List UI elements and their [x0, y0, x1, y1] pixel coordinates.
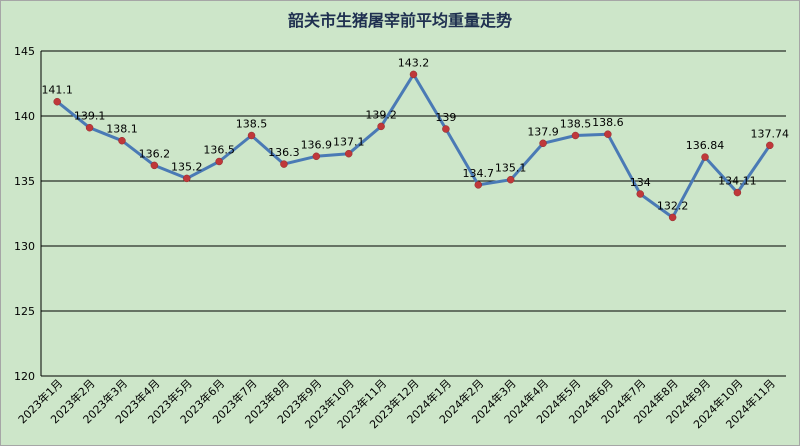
data-point — [506, 175, 515, 184]
data-label: 136.2 — [139, 147, 171, 160]
data-point — [85, 123, 94, 132]
data-label: 139 — [435, 111, 456, 124]
data-point — [215, 157, 223, 166]
gridlines — [41, 50, 786, 312]
data-label: 134.11 — [718, 175, 757, 188]
data-point — [150, 161, 159, 170]
y-axis-ticks: 120 125 130 135 140 145 — [14, 45, 35, 383]
x-axis-ticks: 2023年1月2023年2月2023年3月2023年4月2023年5月2023年… — [15, 376, 778, 431]
data-point — [766, 141, 774, 150]
data-point — [571, 131, 580, 140]
data-point — [312, 152, 321, 161]
data-point — [409, 70, 418, 79]
data-label: 137.9 — [527, 125, 559, 138]
data-label: 134 — [630, 176, 651, 189]
data-label: 134.7 — [463, 167, 495, 180]
data-label: 138.6 — [592, 116, 624, 129]
data-point — [247, 131, 256, 140]
chart-title: 韶关市生猪屠宰前平均重量走势 — [288, 11, 512, 30]
data-point — [668, 213, 677, 222]
data-label: 138.5 — [560, 118, 592, 131]
data-point — [183, 174, 191, 183]
y-tick-label: 135 — [14, 175, 35, 188]
data-point — [474, 181, 483, 189]
data-label: 132.2 — [657, 199, 689, 212]
data-point — [377, 122, 385, 131]
data-label: 136.84 — [686, 139, 725, 152]
data-label: 136.5 — [203, 144, 235, 157]
data-point — [636, 190, 644, 198]
data-label: 136.3 — [268, 146, 300, 159]
y-tick-label: 125 — [14, 305, 35, 318]
data-label: 136.9 — [301, 138, 333, 151]
data-point — [280, 160, 288, 168]
data-label: 135.1 — [495, 162, 527, 175]
data-label: 141.1 — [41, 84, 73, 97]
series — [53, 70, 774, 222]
data-point — [344, 149, 353, 158]
data-point — [118, 136, 126, 145]
data-label: 135.2 — [171, 160, 203, 173]
y-tick-label: 120 — [14, 370, 35, 383]
data-label: 137.74 — [751, 127, 790, 140]
data-point — [701, 153, 709, 161]
y-tick-label: 145 — [14, 45, 35, 58]
axes — [40, 51, 786, 377]
y-tick-label: 130 — [14, 240, 35, 253]
series-line — [56, 72, 772, 219]
data-point — [442, 125, 450, 133]
data-label: 138.1 — [106, 123, 138, 136]
data-label: 139.2 — [365, 108, 397, 121]
data-label: 137.1 — [333, 136, 365, 149]
y-tick-label: 140 — [14, 110, 35, 123]
data-labels: 141.1139.1138.1136.2135.2136.5138.5136.3… — [41, 56, 789, 212]
data-label: 138.5 — [236, 118, 268, 131]
data-point — [604, 130, 612, 138]
data-label: 139.1 — [74, 110, 106, 123]
data-point — [733, 188, 742, 197]
data-label: 143.2 — [398, 56, 430, 69]
data-point — [53, 97, 61, 106]
data-point — [539, 139, 547, 148]
